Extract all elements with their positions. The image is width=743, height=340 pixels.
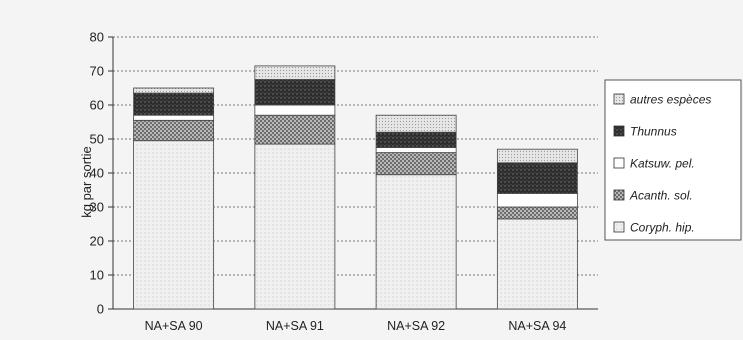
y-tick-label: 10 <box>90 268 104 283</box>
bar-segment <box>133 114 215 121</box>
y-tick-label: 70 <box>90 64 104 79</box>
legend-label: Katsuw. pel. <box>630 157 695 171</box>
bar-segment <box>496 148 578 164</box>
bar-segment <box>133 92 215 116</box>
legend-swatch <box>613 221 625 233</box>
bar-segment <box>254 143 336 310</box>
x-tick-label: NA+SA 91 <box>266 319 324 333</box>
legend-box <box>604 79 742 241</box>
y-tick-label: 20 <box>90 234 104 249</box>
bar-segment <box>496 192 578 208</box>
legend-label: Thunnus <box>630 125 677 139</box>
bar-segment <box>133 87 215 94</box>
bar-segment <box>254 114 336 145</box>
y-tick-label: 50 <box>90 132 104 147</box>
y-tick-label: 0 <box>97 302 104 317</box>
bar-segment <box>254 65 336 80</box>
bar-segment <box>375 131 457 148</box>
y-axis: 0 10 20 30 40 50 60 70 80 <box>90 30 598 317</box>
bar-segment <box>254 104 336 116</box>
bar-segment <box>496 162 578 194</box>
x-axis-labels: NA+SA 90 NA+SA 91 NA+SA 92 NA+SA 94 <box>145 319 567 333</box>
legend-label: Coryph. hip. <box>630 221 695 235</box>
bar-segment <box>254 79 336 106</box>
y-tick-label: 30 <box>90 200 104 215</box>
bar-segment <box>375 152 457 176</box>
y-axis-title: kg par sortie <box>79 146 94 218</box>
bar-segment <box>133 140 215 310</box>
legend-swatch <box>613 125 625 137</box>
y-tick-label: 40 <box>90 166 104 181</box>
legend-label: Acanth. sol. <box>629 189 693 203</box>
bar-segment <box>375 174 457 310</box>
x-tick-label: NA+SA 90 <box>145 319 203 333</box>
legend: autres espèces Thunnus Katsuw. pel. Acanth.… <box>604 79 742 241</box>
legend-swatch <box>613 189 625 201</box>
legend-label: autres espèces <box>630 93 711 107</box>
y-tick-label: 60 <box>90 98 104 113</box>
y-tick-label: 80 <box>90 30 104 45</box>
bar-segment <box>496 206 578 220</box>
legend-swatch <box>613 93 625 105</box>
bar-segment <box>496 218 578 310</box>
bar-segment <box>375 147 457 153</box>
bar-segment <box>133 119 215 142</box>
legend-swatch <box>613 157 625 169</box>
bar-segment <box>375 114 457 133</box>
bars <box>133 65 578 310</box>
x-tick-label: NA+SA 94 <box>508 319 566 333</box>
x-tick-label: NA+SA 92 <box>387 319 445 333</box>
